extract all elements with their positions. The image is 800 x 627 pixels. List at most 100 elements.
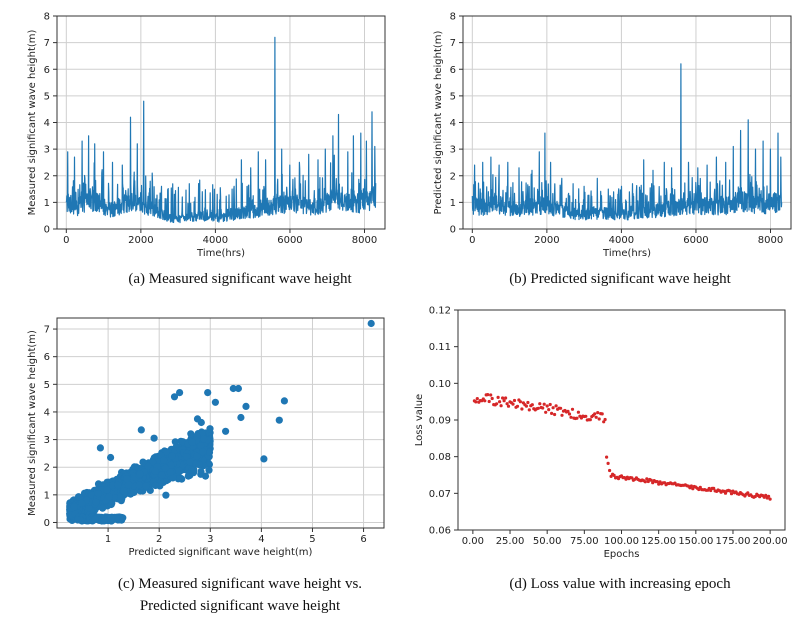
scatter-point xyxy=(184,472,192,480)
loss-point xyxy=(505,402,509,406)
scatter-point xyxy=(99,504,107,512)
loss-point xyxy=(729,492,734,496)
y-tick-label: 3 xyxy=(44,145,50,156)
loss-point xyxy=(499,404,503,408)
scatter-point xyxy=(175,467,183,475)
loss-point xyxy=(768,497,772,501)
scatter-point xyxy=(151,467,159,475)
loss-point xyxy=(554,404,558,408)
caption-c-line1: (c) Measured significant wave height vs. xyxy=(117,576,363,592)
x-axis-label: Time(hrs) xyxy=(602,248,651,259)
loss-point xyxy=(596,411,600,415)
scatter-point xyxy=(120,487,128,495)
x-tick-label: 2000 xyxy=(534,235,559,246)
caption-d: (d) Loss value with increasing epoch xyxy=(509,576,731,592)
y-tick-label: 8 xyxy=(450,12,456,23)
loss-point xyxy=(608,468,612,473)
scatter-point xyxy=(109,481,117,489)
loss-point xyxy=(655,480,659,484)
y-tick-label: 0 xyxy=(450,225,456,236)
scatter-point xyxy=(162,491,170,499)
y-tick-label: 5 xyxy=(44,91,50,102)
loss-point xyxy=(527,408,531,412)
scatter-point xyxy=(260,455,268,463)
scatter-point xyxy=(162,448,170,456)
y-tick-label: 2 xyxy=(44,463,50,474)
scatter-point xyxy=(169,474,177,482)
x-axis-label: Predicted significant wave height(m) xyxy=(129,547,313,558)
x-tick-label: 6 xyxy=(360,534,366,545)
scatter-point xyxy=(110,493,118,501)
loss-point xyxy=(524,404,529,408)
loss-point xyxy=(474,400,478,404)
plot-area xyxy=(66,319,375,525)
caption-c-line2: Predicted significant wave height xyxy=(139,598,341,614)
x-tick-label: 6000 xyxy=(277,235,302,246)
y-tick-label: 8 xyxy=(44,12,50,23)
loss-point xyxy=(767,494,771,498)
scatter-point xyxy=(190,466,198,474)
scatter-point xyxy=(168,452,176,460)
loss-point xyxy=(475,397,479,401)
scatter-point xyxy=(76,494,84,502)
loss-point xyxy=(630,476,634,480)
loss-point xyxy=(515,404,520,408)
scatter-point xyxy=(92,498,100,506)
scatter-point xyxy=(205,448,214,456)
loss-point xyxy=(649,478,653,482)
axes-frame xyxy=(56,317,385,529)
scatter-point xyxy=(193,452,201,460)
scatter-point xyxy=(96,444,104,452)
scatter-point xyxy=(74,516,82,524)
x-tick-label: 4000 xyxy=(203,235,228,246)
scatter-point xyxy=(187,430,195,438)
scatter-point xyxy=(94,490,102,498)
scatter-point xyxy=(222,427,230,435)
x-tick-label: 50.00 xyxy=(533,536,562,547)
y-tick-label: 1 xyxy=(44,490,50,501)
loss-point xyxy=(560,413,564,417)
y-axis-label: Loss value xyxy=(414,394,425,446)
scatter-point xyxy=(229,384,237,393)
scatter-point xyxy=(200,435,208,443)
x-tick-label: 75.00 xyxy=(570,536,599,547)
loss-point xyxy=(486,393,490,397)
y-tick-label: 5 xyxy=(44,380,50,391)
loss-point xyxy=(712,486,716,490)
loss-point xyxy=(490,396,494,401)
y-tick-label: 2 xyxy=(450,171,456,182)
scatter-point xyxy=(91,515,99,523)
loss-point xyxy=(728,489,732,493)
scatter-point xyxy=(158,471,166,479)
loss-point xyxy=(536,406,540,410)
scatter-point xyxy=(166,468,175,476)
scatter-point xyxy=(130,488,138,497)
loss-point xyxy=(542,402,546,406)
x-tick-label: 0 xyxy=(63,235,69,246)
scatter-point xyxy=(197,442,205,450)
loss-point xyxy=(502,399,506,403)
y-tick-label: 0 xyxy=(44,225,50,236)
x-tick-label: 0.00 xyxy=(462,536,484,547)
plot-area xyxy=(65,36,377,224)
loss-point xyxy=(575,416,579,420)
y-tick-label: 7 xyxy=(44,325,50,336)
x-tick-label: 25.00 xyxy=(496,536,525,547)
y-tick-label: 7 xyxy=(450,38,456,49)
x-tick-label: 200.00 xyxy=(753,536,788,547)
axes-frame xyxy=(457,309,786,531)
loss-point xyxy=(547,408,551,412)
chart-a: 0 2000 4000 6000 8000 0 1 2 3 4 5 6 7 8 Time(hrs) Measu… xyxy=(27,12,386,259)
y-tick-label: 0.09 xyxy=(429,416,451,427)
chart-b: 0 2000 4000 6000 8000 0 1 2 3 4 5 6 7 8 Time(hrs) Predi… xyxy=(433,12,792,259)
y-axis-label: Predicted significant wave height(m) xyxy=(433,30,444,214)
loss-point xyxy=(600,412,604,416)
scatter-point xyxy=(171,438,179,446)
x-tick-label: 0 xyxy=(469,235,475,246)
loss-point xyxy=(584,414,588,418)
series-line xyxy=(65,36,377,224)
scatter-point xyxy=(103,486,111,494)
loss-point xyxy=(606,461,610,465)
series-line xyxy=(471,63,783,221)
x-tick-label: 4000 xyxy=(609,235,634,246)
